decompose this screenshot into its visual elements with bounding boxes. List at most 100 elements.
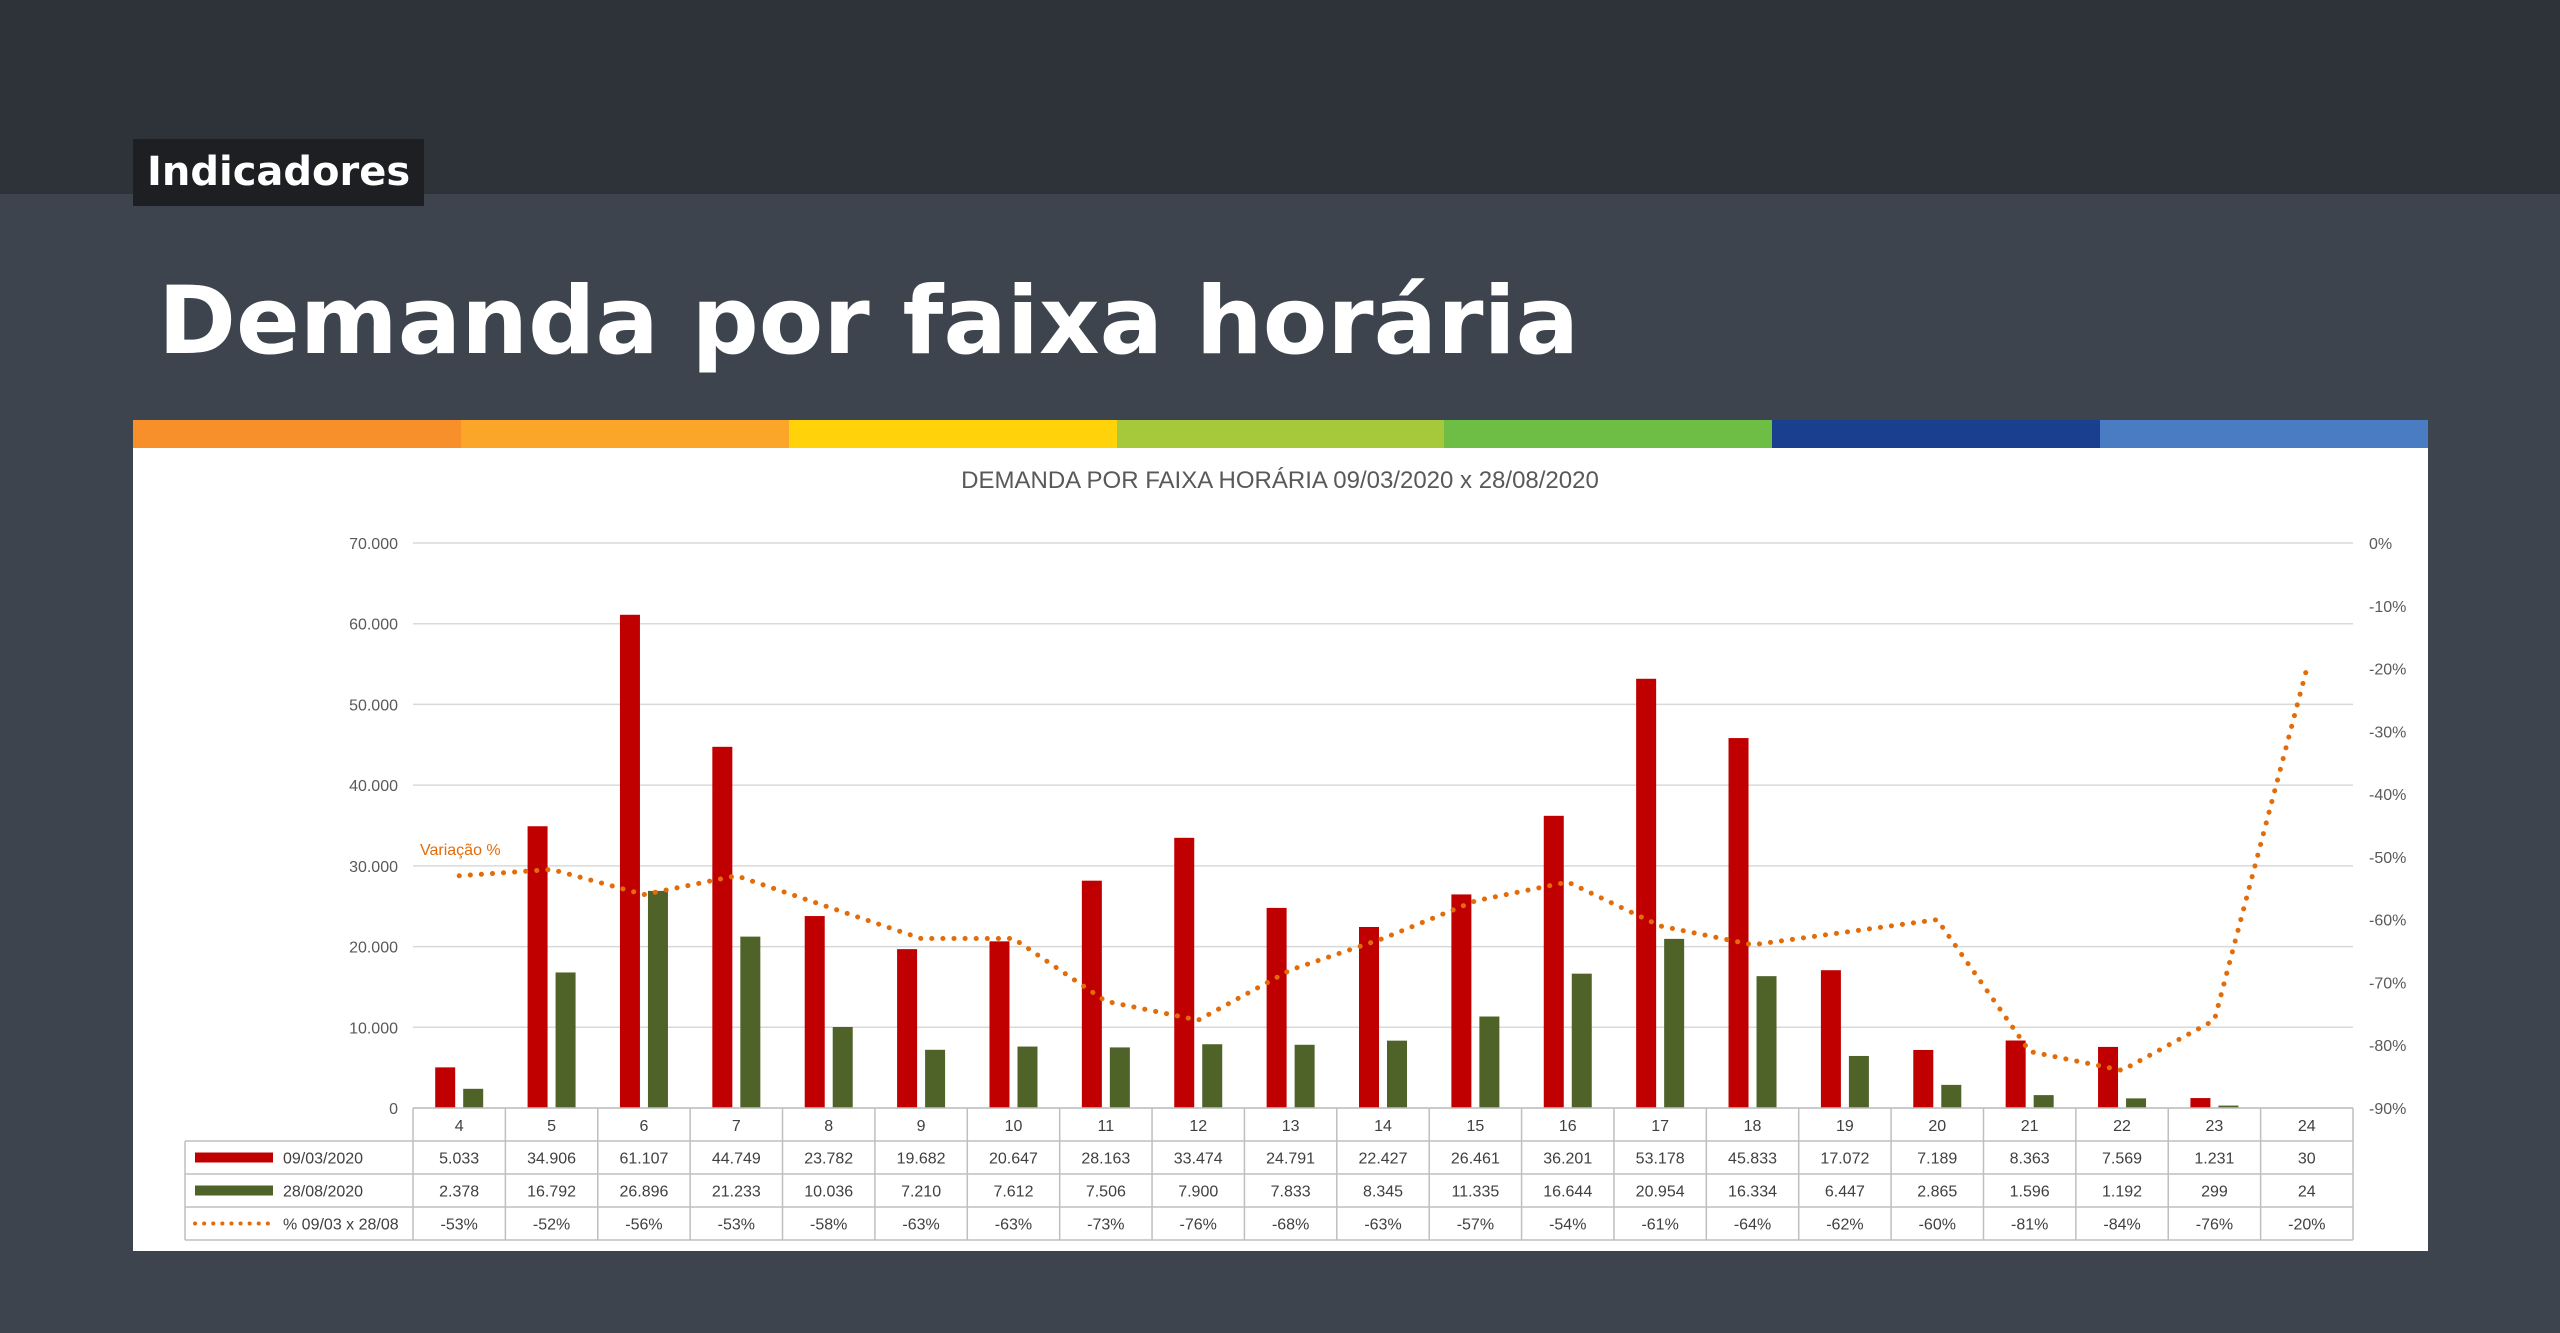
table-cell: 7.612 xyxy=(993,1184,1033,1201)
table-cell: 11.335 xyxy=(1452,1184,1500,1201)
table-cell: 20.647 xyxy=(989,1151,1038,1168)
table-cell: -56% xyxy=(625,1217,662,1234)
y-tick-label: 70.000 xyxy=(349,536,398,553)
table-cell: 7.900 xyxy=(1178,1184,1218,1201)
legend-key-bar xyxy=(195,1152,273,1163)
x-tick-label: 19 xyxy=(1836,1118,1854,1135)
color-strip-segment xyxy=(460,420,789,448)
y2-tick-label: -30% xyxy=(2369,724,2406,741)
color-strip-segment xyxy=(2100,420,2429,448)
x-tick-label: 10 xyxy=(1005,1118,1023,1135)
table-cell: 299 xyxy=(2201,1184,2228,1201)
table-cell: -63% xyxy=(995,1217,1032,1234)
table-cell: 7.506 xyxy=(1086,1184,1126,1201)
table-cell: 36.201 xyxy=(1543,1151,1592,1168)
table-cell: 26.461 xyxy=(1451,1151,1500,1168)
line-series-variation xyxy=(456,666,2310,1073)
color-strip-segment xyxy=(1444,420,1773,448)
bar-series-1 xyxy=(1266,907,1287,1108)
table-cell: 24.791 xyxy=(1266,1151,1315,1168)
x-tick-label: 23 xyxy=(2206,1118,2224,1135)
table-cell: -63% xyxy=(902,1217,939,1234)
table-cell: -76% xyxy=(1180,1217,1217,1234)
table-cell: 1.231 xyxy=(2194,1151,2234,1168)
table-cell: 7.833 xyxy=(1271,1184,1311,1201)
y-tick-label: 30.000 xyxy=(349,859,398,876)
x-tick-label: 7 xyxy=(732,1118,741,1135)
variation-annotation: Variação % xyxy=(420,842,501,859)
table-cell: -57% xyxy=(1457,1217,1494,1234)
legend-label: 28/08/2020 xyxy=(283,1184,363,1201)
bar-series-1 xyxy=(1636,678,1657,1108)
table-cell: 34.906 xyxy=(527,1151,576,1168)
bar-series-1 xyxy=(2098,1046,2119,1108)
top-band xyxy=(0,0,2560,194)
table-cell: -68% xyxy=(1272,1217,1309,1234)
bar-series-1 xyxy=(1543,815,1564,1108)
y2-tick-label: -70% xyxy=(2369,975,2406,992)
bar-series-2 xyxy=(1109,1047,1130,1108)
bar-series-2 xyxy=(1756,976,1777,1108)
table-cell: 16.792 xyxy=(527,1184,576,1201)
bar-series-1 xyxy=(1913,1049,1934,1108)
table-cell: -20% xyxy=(2288,1217,2325,1234)
x-tick-label: 9 xyxy=(917,1118,926,1135)
x-tick-label: 4 xyxy=(455,1118,464,1135)
table-cell: -84% xyxy=(2103,1217,2140,1234)
y-tick-label: 40.000 xyxy=(349,778,398,795)
table-cell: 33.474 xyxy=(1174,1151,1223,1168)
bar-series-1 xyxy=(712,746,733,1108)
chart-panel: DEMANDA POR FAIXA HORÁRIA 09/03/2020 x 2… xyxy=(133,448,2428,1251)
bar-series-1 xyxy=(1820,970,1841,1108)
table-cell: 20.954 xyxy=(1636,1184,1685,1201)
x-tick-label: 22 xyxy=(2113,1118,2131,1135)
table-cell: 23.782 xyxy=(804,1151,853,1168)
y2-tick-label: -90% xyxy=(2369,1101,2406,1118)
table-cell: 5.033 xyxy=(439,1151,479,1168)
x-tick-label: 6 xyxy=(639,1118,648,1135)
table-cell: -54% xyxy=(1549,1217,1586,1234)
table-cell: -64% xyxy=(1734,1217,1771,1234)
x-tick-label: 11 xyxy=(1098,1118,1115,1135)
bar-series-2 xyxy=(2218,1105,2239,1108)
bar-series-2 xyxy=(647,890,668,1108)
x-tick-label: 18 xyxy=(1744,1118,1762,1135)
table-cell: 30 xyxy=(2298,1151,2316,1168)
table-cell: 16.334 xyxy=(1728,1184,1777,1201)
y2-tick-label: -60% xyxy=(2369,913,2406,930)
color-strip-segment xyxy=(133,420,461,448)
table-cell: -61% xyxy=(1641,1217,1678,1234)
color-strip xyxy=(133,420,2429,448)
bar-series-2 xyxy=(2126,1098,2147,1108)
x-tick-label: 12 xyxy=(1189,1118,1207,1135)
y-tick-label: 0 xyxy=(389,1101,398,1118)
legend-label: 09/03/2020 xyxy=(283,1151,363,1168)
bar-series-1 xyxy=(1451,894,1472,1108)
bar-series-2 xyxy=(1571,973,1592,1108)
bar-series-2 xyxy=(555,972,576,1108)
table-cell: 24 xyxy=(2298,1184,2316,1201)
y2-tick-label: -10% xyxy=(2369,599,2406,616)
table-cell: 1.192 xyxy=(2102,1184,2142,1201)
color-strip-segment xyxy=(1116,420,1445,448)
table-cell: 8.363 xyxy=(2010,1151,2050,1168)
x-tick-label: 13 xyxy=(1282,1118,1300,1135)
x-tick-label: 17 xyxy=(1651,1118,1669,1135)
x-tick-label: 20 xyxy=(1928,1118,1946,1135)
y-tick-label: 60.000 xyxy=(349,617,398,634)
table-cell: 6.447 xyxy=(1825,1184,1865,1201)
table-cell: 16.644 xyxy=(1543,1184,1592,1201)
table-cell: -73% xyxy=(1087,1217,1124,1234)
bar-series-1 xyxy=(897,949,918,1108)
x-tick-label: 14 xyxy=(1374,1118,1392,1135)
y2-tick-label: -20% xyxy=(2369,662,2406,679)
bar-series-2 xyxy=(832,1026,853,1108)
section-tag: Indicadores xyxy=(133,139,425,206)
y-tick-label: 10.000 xyxy=(349,1020,398,1037)
table-cell: 7.189 xyxy=(1917,1151,1957,1168)
x-tick-label: 5 xyxy=(547,1118,556,1135)
table-cell: 19.682 xyxy=(897,1151,946,1168)
table-cell: 8.345 xyxy=(1363,1184,1403,1201)
table-cell: 28.163 xyxy=(1081,1151,1130,1168)
bar-series-1 xyxy=(527,826,548,1108)
